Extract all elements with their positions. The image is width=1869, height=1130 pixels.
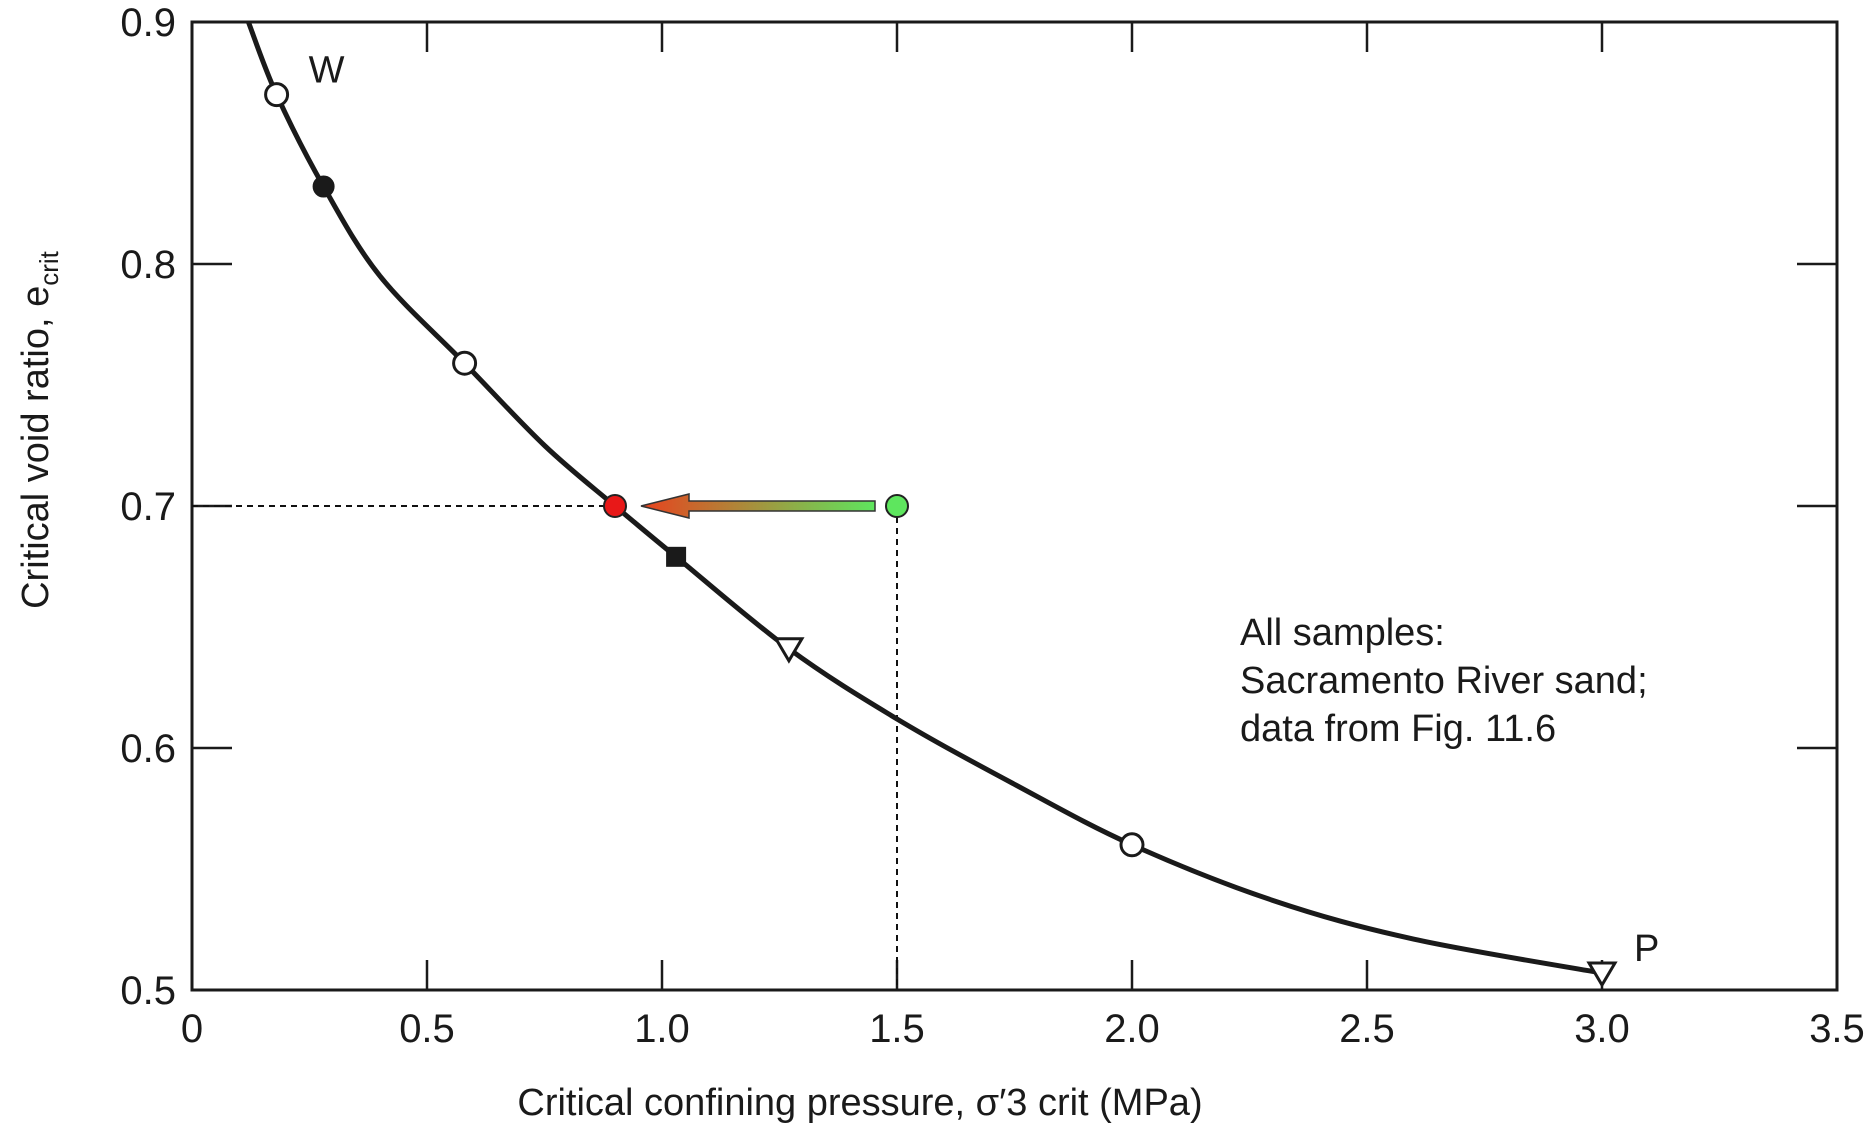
annotation-line-3: data from Fig. 11.6	[1240, 708, 1556, 750]
data-point-filled-square	[666, 546, 687, 567]
curve-layer	[246, 21, 1603, 976]
overlay-layer	[603, 493, 909, 519]
y-tick-label: 0.5	[120, 969, 176, 1013]
x-tick-label: 0	[181, 1007, 203, 1051]
data-point-open-circle	[1119, 832, 1145, 858]
annotation-line-2: Sacramento River sand;	[1240, 660, 1648, 702]
x-tick-label: 1.5	[869, 1007, 925, 1051]
marker-layer: WP	[264, 50, 1659, 989]
y-tick-label: 0.8	[120, 243, 176, 287]
data-point-open-triangle	[1586, 961, 1618, 989]
data-point-open-circle	[264, 82, 290, 108]
reference-lines	[192, 505, 898, 990]
y-tick-label: 0.7	[120, 485, 176, 529]
data-point-open-circle	[452, 350, 478, 376]
y-axis-title: Critical void ratio, ecrit	[15, 250, 64, 609]
x-tick-label: 3.5	[1809, 1007, 1865, 1051]
data-point-open-triangle	[773, 637, 805, 664]
y-axis-title-sub: crit	[34, 250, 64, 285]
x-tick-label: 3.0	[1574, 1007, 1630, 1051]
series-line	[246, 21, 1603, 976]
y-tick-label: 0.9	[120, 1, 176, 45]
y-axis-title-main: Critical void ratio, e	[15, 286, 57, 609]
x-tick-label: 1.0	[634, 1007, 690, 1051]
start-point-marker	[885, 494, 909, 518]
annotation-line-1: All samples:	[1240, 612, 1445, 654]
data-point-filled-circle	[312, 175, 335, 198]
end-point-marker	[603, 494, 627, 518]
data-point-label: W	[309, 50, 345, 92]
arrow	[640, 493, 876, 519]
x-axis-title: Critical confining pressure, σ′3 crit (M…	[517, 1082, 1202, 1124]
x-tick-label: 0.5	[399, 1007, 455, 1051]
axes: 0 0.5 1.0 1.5 2.0 2.5 3.0 3.50.50.60.70.80.9	[120, 1, 1864, 1051]
data-point-label: P	[1634, 928, 1659, 970]
y-tick-label: 0.6	[120, 727, 176, 771]
x-tick-label: 2.5	[1339, 1007, 1395, 1051]
x-tick-label: 2.0	[1104, 1007, 1160, 1051]
